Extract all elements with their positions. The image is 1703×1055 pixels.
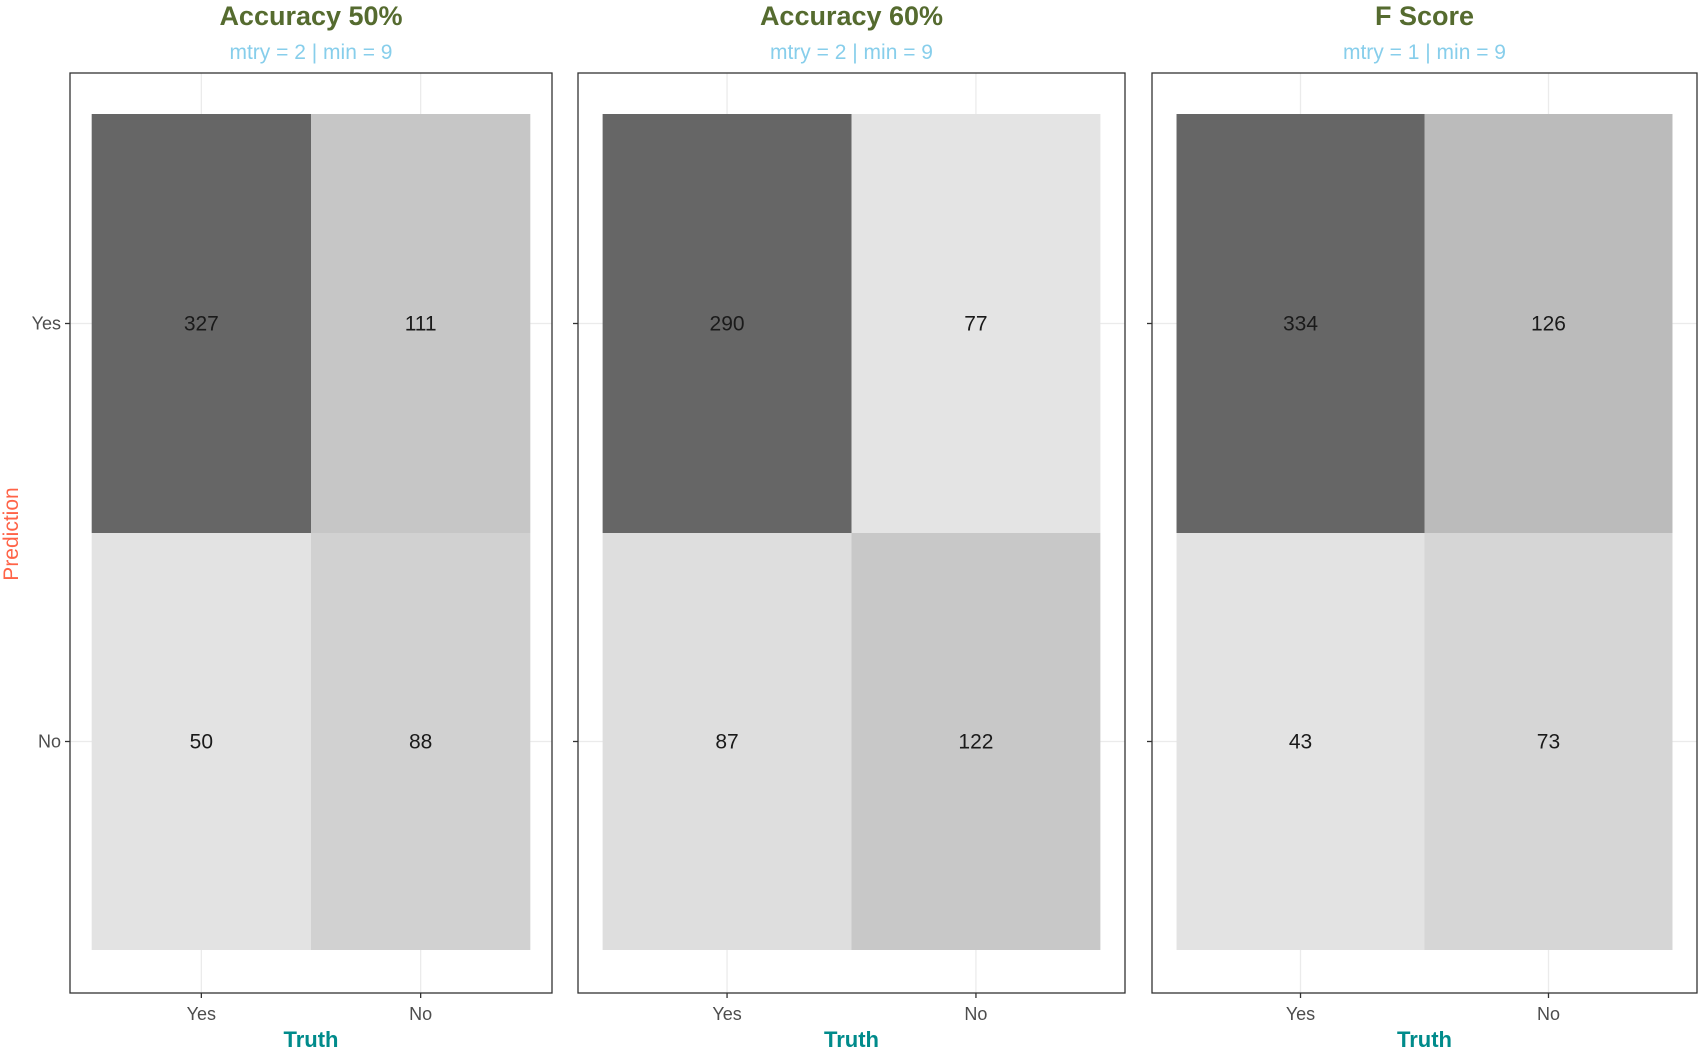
x-axis-title: Truth: [284, 1027, 339, 1052]
y-axis-title: Prediction: [0, 487, 23, 580]
heatmap-tile: [602, 533, 852, 950]
x-axis-title: Truth: [824, 1027, 879, 1052]
cell-value-label: 87: [715, 731, 738, 754]
heatmap-tile: [1424, 533, 1673, 950]
panel-title: F Score: [1375, 1, 1474, 31]
cell-value-label: 50: [190, 731, 213, 754]
panel-subtitle: mtry = 2 | min = 9: [229, 41, 392, 64]
panel-title: Accuracy 60%: [760, 1, 943, 31]
x-tick-label: Yes: [187, 1004, 216, 1024]
cell-value-label: 43: [1289, 731, 1312, 754]
cell-value-label: 334: [1283, 313, 1318, 336]
heatmap-tile: [311, 114, 531, 533]
panel-subtitle: mtry = 1 | min = 9: [1343, 41, 1506, 64]
panel-title: Accuracy 50%: [219, 1, 402, 31]
cell-value-label: 327: [184, 313, 219, 336]
panel-2: 290 77 87 122 Yes No Accuracy 60% mtry = 2 | mi…: [573, 1, 1126, 1052]
panels-group: 327 111 50 88 Yes No Yes No Accuracy 50% mtry = 2…: [32, 1, 1698, 1052]
panel-1: 327 111 50 88 Yes No Yes No Accuracy 50% mtry = 2…: [32, 1, 553, 1052]
x-tick-label: No: [1537, 1004, 1560, 1024]
cell-value-label: 77: [964, 313, 987, 336]
heatmap-tile: [851, 114, 1101, 533]
x-tick-label: Yes: [712, 1004, 741, 1024]
panel-border: [1151, 72, 1698, 994]
cell-value-label: 73: [1537, 731, 1560, 754]
panel-border: [577, 72, 1126, 994]
heatmap-tile: [91, 533, 311, 950]
x-axis-title: Truth: [1397, 1027, 1452, 1052]
cell-value-label: 126: [1531, 313, 1566, 336]
y-tick-label: Yes: [32, 314, 61, 334]
heatmap-tile: [1424, 114, 1673, 533]
heatmap-tile: [311, 533, 531, 950]
cell-value-label: 290: [710, 313, 745, 336]
cell-value-label: 88: [409, 731, 432, 754]
x-tick-label: Yes: [1286, 1004, 1315, 1024]
heatmap-tile: [1176, 533, 1425, 950]
heatmap-tile: [851, 533, 1101, 950]
panel-border: [69, 72, 553, 994]
x-tick-label: No: [964, 1004, 987, 1024]
y-tick-label: No: [38, 732, 61, 752]
heatmap-tile: [91, 114, 311, 533]
panel-3: 334 126 43 73 Yes No F Score mtry = 1 | min = 9…: [1147, 1, 1698, 1052]
cell-value-label: 111: [405, 313, 437, 336]
heatmap-tile: [602, 114, 852, 533]
cell-value-label: 122: [958, 731, 993, 754]
panel-subtitle: mtry = 2 | min = 9: [770, 41, 933, 64]
heatmap-tile: [1176, 114, 1425, 533]
x-tick-label: No: [409, 1004, 432, 1024]
